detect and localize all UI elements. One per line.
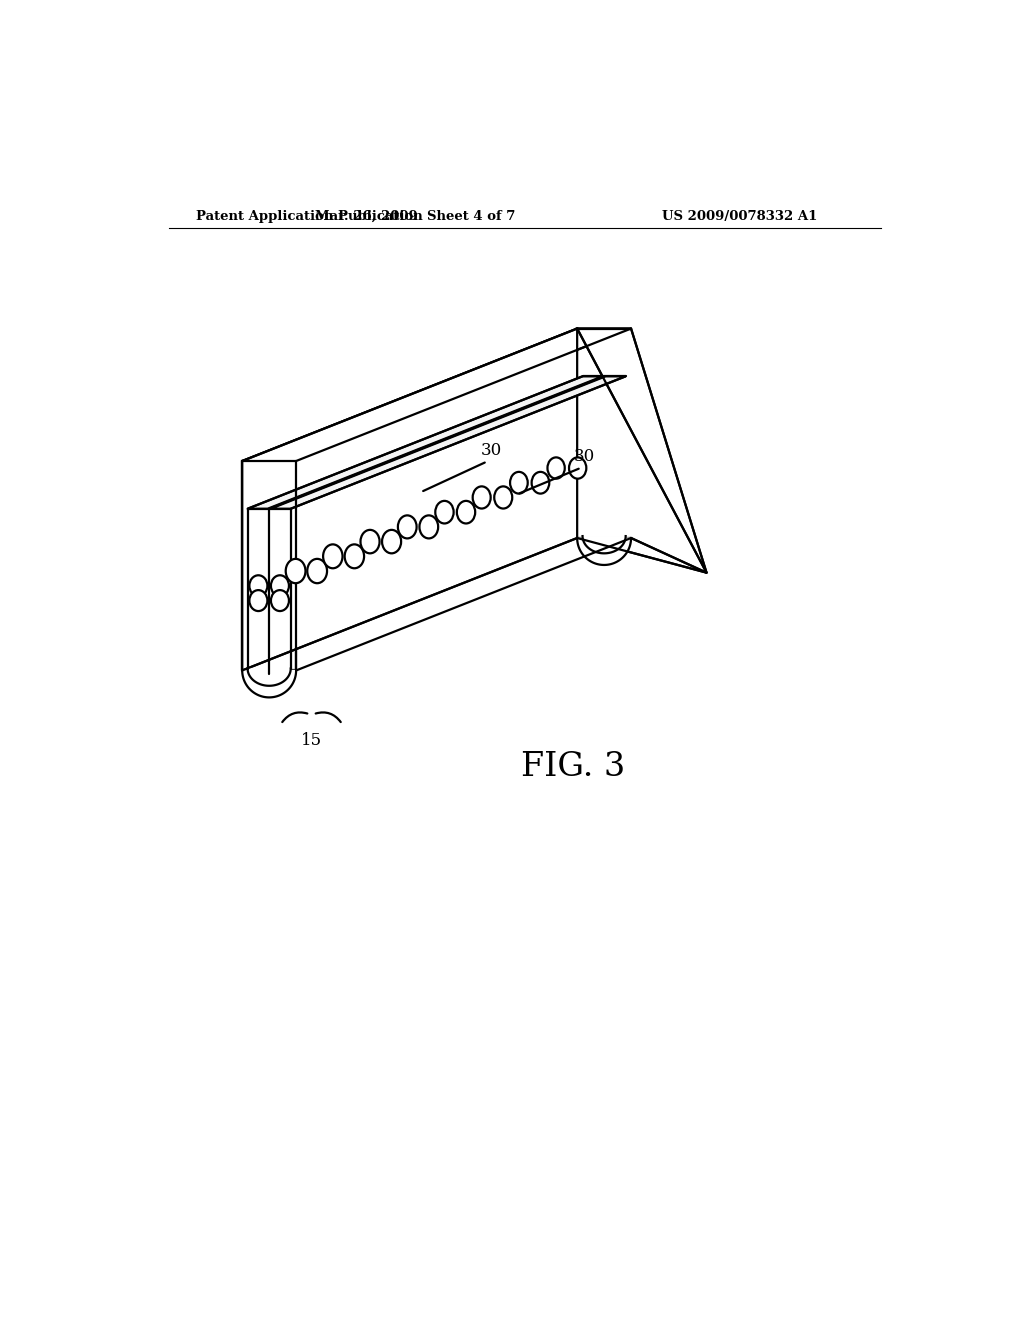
Polygon shape: [270, 376, 626, 508]
Ellipse shape: [250, 576, 267, 597]
Ellipse shape: [324, 544, 342, 569]
Polygon shape: [243, 329, 578, 671]
Ellipse shape: [548, 457, 565, 479]
Polygon shape: [583, 536, 626, 553]
Ellipse shape: [286, 558, 305, 583]
Ellipse shape: [473, 486, 490, 508]
Polygon shape: [243, 671, 296, 697]
Ellipse shape: [360, 529, 380, 553]
Ellipse shape: [420, 515, 438, 539]
Polygon shape: [248, 376, 602, 508]
Text: 15: 15: [301, 733, 323, 748]
Text: 30: 30: [574, 447, 596, 465]
Ellipse shape: [495, 486, 512, 508]
Polygon shape: [243, 461, 296, 671]
Ellipse shape: [382, 529, 401, 553]
Ellipse shape: [531, 471, 549, 494]
Ellipse shape: [569, 457, 587, 479]
Ellipse shape: [457, 500, 475, 524]
Ellipse shape: [271, 590, 289, 611]
Text: Patent Application Publication: Patent Application Publication: [196, 210, 423, 223]
Text: FIG. 3: FIG. 3: [521, 751, 626, 783]
Polygon shape: [578, 539, 631, 565]
Ellipse shape: [250, 590, 267, 611]
Ellipse shape: [345, 544, 365, 569]
Polygon shape: [248, 668, 291, 686]
Text: US 2009/0078332 A1: US 2009/0078332 A1: [662, 210, 817, 223]
Text: Mar. 26, 2009  Sheet 4 of 7: Mar. 26, 2009 Sheet 4 of 7: [315, 210, 516, 223]
Ellipse shape: [510, 471, 527, 494]
Polygon shape: [243, 329, 631, 461]
Ellipse shape: [435, 500, 454, 524]
Text: 30: 30: [480, 442, 502, 459]
Ellipse shape: [271, 576, 289, 597]
Ellipse shape: [307, 558, 327, 583]
Ellipse shape: [398, 515, 417, 539]
Polygon shape: [578, 539, 707, 573]
Polygon shape: [578, 329, 707, 573]
